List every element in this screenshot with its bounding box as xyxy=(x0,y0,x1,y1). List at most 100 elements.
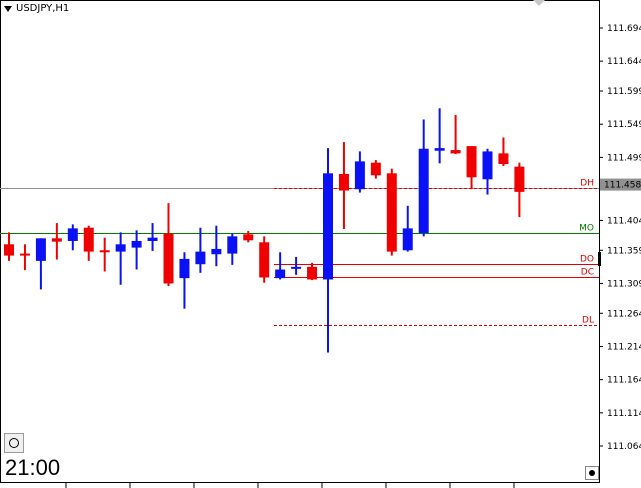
candle-body xyxy=(307,266,318,280)
level-label-mo: MO xyxy=(579,224,594,234)
candle-body xyxy=(243,234,254,241)
candle-body xyxy=(466,146,477,178)
price-tick-label: 111.359 xyxy=(607,246,641,256)
time-axis xyxy=(65,483,515,488)
candle xyxy=(243,231,254,243)
candle-body xyxy=(450,150,461,154)
level-label-dh: DH xyxy=(580,179,594,189)
candle xyxy=(434,108,445,164)
candle xyxy=(259,236,270,283)
candle-body xyxy=(354,161,365,190)
candle-body xyxy=(51,238,62,242)
price-tick-label: 111.064 xyxy=(607,442,641,452)
filled-dot-icon xyxy=(589,470,595,476)
symbol-title[interactable]: USDJPY,H1 xyxy=(4,3,69,14)
candle xyxy=(35,238,46,290)
price-tick-label: 111.309 xyxy=(607,279,641,289)
candle-body xyxy=(163,233,174,284)
candle-body xyxy=(275,269,286,279)
candle-body xyxy=(115,244,126,252)
price-tick-label: 111.264 xyxy=(607,309,641,319)
candle xyxy=(131,230,142,270)
candle-body xyxy=(83,227,94,252)
candle-body xyxy=(147,237,158,241)
candle-body xyxy=(211,248,222,255)
levels-layer: DH MO DO DC DL xyxy=(0,179,599,326)
candle xyxy=(386,168,397,256)
candle xyxy=(83,225,94,261)
candle xyxy=(291,256,302,275)
candle-body xyxy=(323,173,333,280)
candle-body xyxy=(195,251,206,265)
candle xyxy=(99,237,110,272)
candle xyxy=(402,205,413,252)
candle-body xyxy=(370,162,381,176)
level-label-dc: DC xyxy=(581,268,594,278)
candle xyxy=(498,137,509,167)
candle xyxy=(275,252,286,280)
candle xyxy=(370,160,381,179)
candle xyxy=(418,119,429,237)
candle-body xyxy=(291,266,302,269)
chart-shift-marker-icon xyxy=(533,0,545,6)
candle-body xyxy=(386,173,397,252)
dropdown-triangle-icon[interactable] xyxy=(4,5,12,12)
price-tick-label: 111.599 xyxy=(607,87,641,97)
candle-body xyxy=(179,258,190,279)
level-label-dl: DL xyxy=(582,316,594,326)
candle xyxy=(466,146,477,190)
candle-body xyxy=(418,148,429,234)
candle-body xyxy=(19,253,30,256)
candle xyxy=(4,232,14,261)
candle xyxy=(19,244,30,271)
current-price-badge xyxy=(600,178,641,191)
candle-body xyxy=(514,166,525,192)
price-tick-label: 111.404 xyxy=(607,216,641,226)
candle xyxy=(115,232,126,285)
candle xyxy=(147,223,158,251)
candle xyxy=(307,262,318,281)
price-axis: 111.694 111.644 111.599 111.549 111.499 111.4… xyxy=(599,24,641,452)
candle-body xyxy=(131,240,142,248)
candle xyxy=(482,148,493,195)
candle-body xyxy=(498,153,509,165)
candle xyxy=(323,148,333,353)
candle-body xyxy=(4,244,14,256)
candle xyxy=(211,225,222,267)
candle xyxy=(163,203,174,287)
time-label: 21:00 xyxy=(5,455,61,480)
candle xyxy=(354,151,365,193)
hud-toggle-button[interactable] xyxy=(4,433,24,453)
candle xyxy=(514,162,525,218)
price-tick-label: 111.114 xyxy=(607,409,641,419)
price-tick-label: 111.549 xyxy=(607,120,641,130)
level-label-do: DO xyxy=(580,255,594,265)
candle-body xyxy=(35,238,46,261)
candle xyxy=(338,142,349,230)
candle-body xyxy=(434,148,445,151)
scroll-marker-icon xyxy=(598,252,601,266)
candle xyxy=(67,224,78,251)
corner-button[interactable] xyxy=(585,466,599,480)
price-tick-label: 111.164 xyxy=(607,376,641,386)
price-tick-label: 111.644 xyxy=(607,57,641,67)
candle-body xyxy=(259,242,270,278)
candle-body xyxy=(482,151,493,180)
current-price-label: 111.458 xyxy=(604,181,641,191)
circle-toggle-icon xyxy=(9,438,19,448)
candle-body xyxy=(67,228,78,241)
candle xyxy=(195,227,206,273)
candle xyxy=(179,252,190,309)
candle xyxy=(450,114,461,155)
candle-body xyxy=(99,250,110,253)
candle-body xyxy=(338,173,349,191)
candle-body xyxy=(227,236,238,254)
chart-frame xyxy=(0,0,600,483)
price-tick-label: 111.694 xyxy=(607,24,641,34)
symbol-label: USDJPY,H1 xyxy=(16,3,70,14)
candle-body xyxy=(402,228,413,251)
price-tick-label: 111.214 xyxy=(607,342,641,352)
price-tick-label: 111.499 xyxy=(607,153,641,163)
